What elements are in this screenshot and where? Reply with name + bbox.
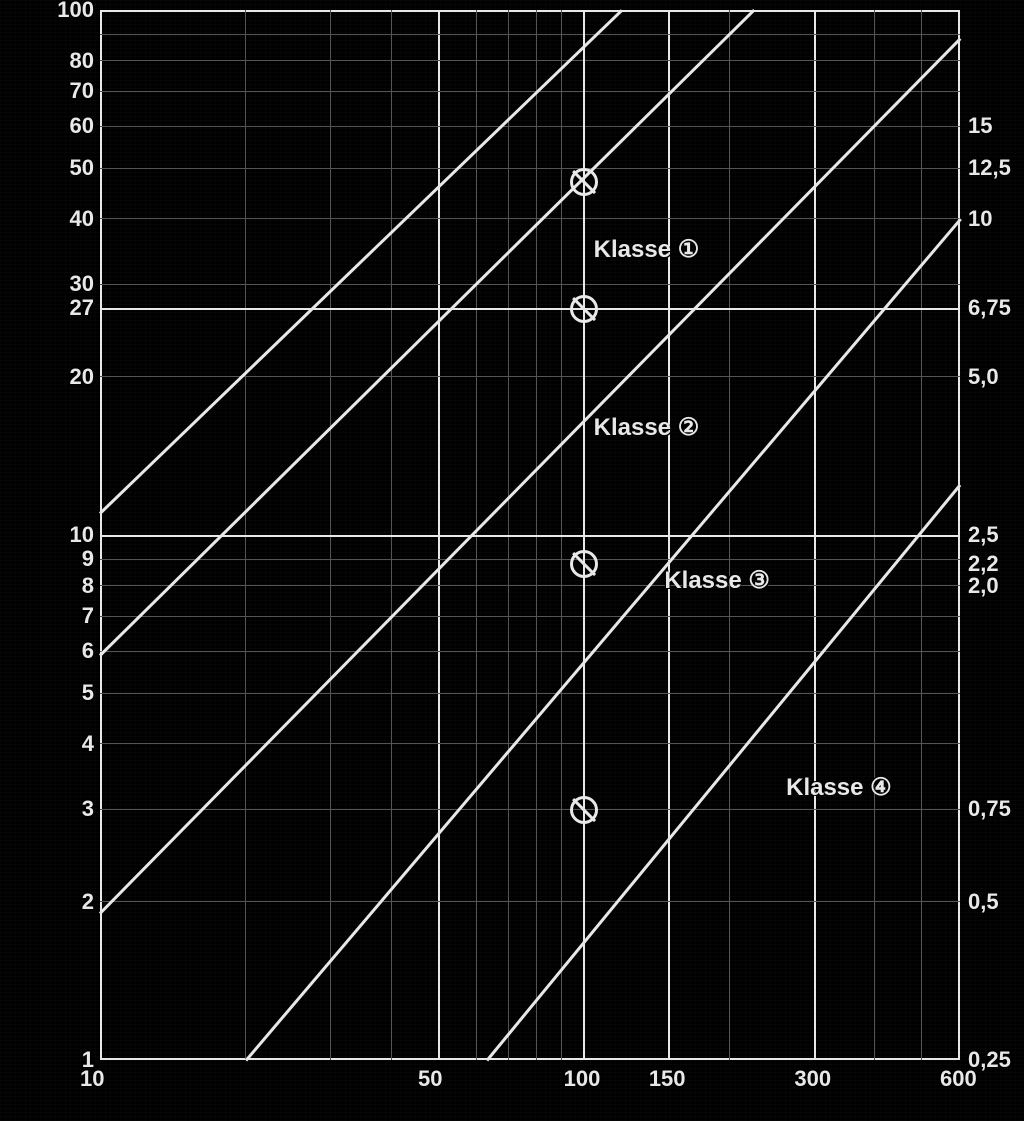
y-left-tick: 5 [82, 680, 94, 706]
y-left-tick: 10 [70, 522, 94, 548]
grid-h [100, 693, 960, 694]
y-right-tick: 5,0 [968, 364, 999, 390]
grid-h [100, 651, 960, 652]
chart-root: { "chart": { "type": "log-log-line", "ba… [0, 0, 1024, 1121]
x-tick: 100 [564, 1066, 601, 1092]
grid-h [100, 60, 960, 61]
grid-h [100, 535, 960, 537]
x-tick: 600 [940, 1066, 977, 1092]
y-left-tick: 27 [70, 295, 94, 321]
x-tick: 300 [794, 1066, 831, 1092]
y-left-tick: 30 [70, 271, 94, 297]
grid-h [100, 126, 960, 127]
marker-1 [570, 168, 598, 196]
marker-3 [570, 550, 598, 578]
grid-h [100, 91, 960, 92]
y-left-tick: 4 [82, 731, 94, 757]
y-left-tick: 7 [82, 603, 94, 629]
grid-h [100, 376, 960, 377]
region-label-2: Klasse ② [594, 413, 700, 442]
y-right-tick: 15 [968, 113, 992, 139]
marker-4 [570, 796, 598, 824]
region-label-4: Klasse ④ [786, 773, 892, 802]
x-tick: 150 [649, 1066, 686, 1092]
y-left-tick: 3 [82, 796, 94, 822]
x-tick: 50 [418, 1066, 442, 1092]
y-left-tick: 80 [70, 48, 94, 74]
region-label-3: Klasse ③ [664, 566, 770, 595]
grid-h [100, 901, 960, 902]
y-left-tick: 60 [70, 113, 94, 139]
grid-h [100, 743, 960, 744]
grid-h [100, 585, 960, 586]
y-left-tick: 6 [82, 638, 94, 664]
y-right-tick: 6,75 [968, 295, 1011, 321]
y-left-tick: 2 [82, 889, 94, 915]
x-tick: 10 [80, 1066, 104, 1092]
grid-h [100, 284, 960, 285]
grid-h [100, 616, 960, 617]
y-right-tick: 2,0 [968, 573, 999, 599]
region-label-1: Klasse ① [594, 235, 700, 264]
ref-line-y27 [100, 308, 960, 310]
y-left-tick: 70 [70, 78, 94, 104]
y-right-tick: 0,75 [968, 796, 1011, 822]
y-right-tick: 2,5 [968, 522, 999, 548]
y-right-tick: 10 [968, 206, 992, 232]
y-right-tick: 0,5 [968, 889, 999, 915]
y-left-tick: 9 [82, 546, 94, 572]
grid-h [100, 218, 960, 219]
grid-h [100, 559, 960, 560]
y-left-tick: 50 [70, 155, 94, 181]
y-left-tick: 100 [57, 0, 94, 23]
y-left-tick: 40 [70, 206, 94, 232]
grid-h [100, 809, 960, 810]
grid-h [100, 34, 960, 35]
y-left-tick: 20 [70, 364, 94, 390]
y-left-tick: 8 [82, 573, 94, 599]
marker-2 [570, 295, 598, 323]
y-right-tick: 12,5 [968, 155, 1011, 181]
